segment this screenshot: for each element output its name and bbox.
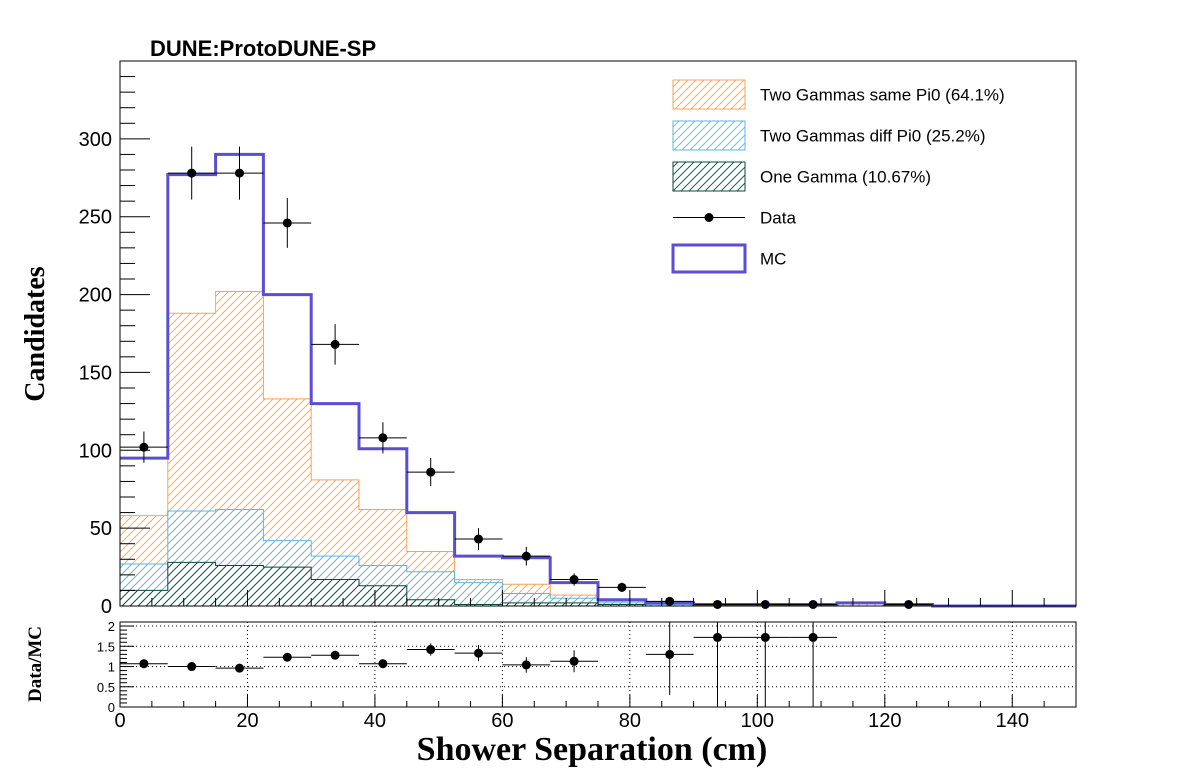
y-tick-label: 150	[79, 362, 112, 384]
ratio-point	[808, 632, 818, 642]
ratio-y-tick-label: 0.5	[97, 680, 115, 695]
data-point	[569, 575, 579, 585]
legend-swatch-mc	[671, 243, 747, 274]
ratio-point	[330, 650, 340, 660]
ratio-y-axis-label: Data/MC	[25, 626, 46, 702]
ratio-point	[474, 648, 483, 658]
chart-title: DUNE:ProtoDUNE-SP	[150, 36, 376, 61]
data-point	[904, 599, 914, 609]
y-axis-label: Candidates	[20, 266, 51, 401]
ratio-y-tick-label: 1	[108, 660, 115, 675]
main-plot: 0 50 100 150 200 250 300	[79, 60, 1077, 618]
data-point	[521, 551, 531, 561]
ratio-y-tick-label: 0	[108, 700, 115, 715]
ratio-plot: 00.511.520 20 40 60 80 100 120 140	[97, 619, 1077, 732]
data-point	[139, 442, 149, 452]
y-tick-label: 250	[79, 207, 112, 229]
data-point	[235, 168, 244, 178]
legend-label: One Gamma (10.67%)	[760, 168, 931, 187]
ratio-point	[665, 649, 675, 659]
x-axis-label: Shower Separation (cm)	[417, 731, 768, 768]
ratio-point	[378, 659, 388, 669]
data-point	[187, 168, 197, 178]
legend-label: Two Gammas same Pi0 (64.1%)	[760, 86, 1005, 105]
legend-label: Two Gammas diff Pi0 (25.2%)	[760, 127, 986, 146]
data-point	[808, 599, 818, 609]
data-point	[760, 599, 770, 609]
x-tick-label: 120	[868, 710, 901, 732]
ratio-point	[426, 645, 436, 655]
ratio-point	[139, 659, 149, 669]
legend-swatch-diff-pi0	[672, 120, 746, 151]
data-point	[665, 596, 675, 606]
legend-label: Data	[760, 209, 796, 228]
data-point	[378, 433, 388, 443]
y-tick-label: 100	[79, 440, 112, 462]
data-point	[617, 582, 627, 592]
data-point	[426, 467, 436, 477]
ratio-y-tick-label: 1.5	[97, 639, 115, 654]
legend: Two Gammas same Pi0 (64.1%) Two Gammas di…	[671, 79, 1005, 274]
ratio-y-tick-label: 2	[108, 619, 115, 634]
ratio-point	[187, 662, 197, 672]
legend-swatch-same-pi0	[672, 79, 746, 110]
x-tick-label: 140	[996, 710, 1029, 732]
y-tick-label: 0	[101, 596, 112, 618]
ratio-frame	[119, 621, 1077, 708]
y-tick-label: 200	[79, 285, 112, 307]
legend-label: MC	[760, 250, 786, 269]
x-tick-label: 80	[619, 710, 641, 732]
y-tick-label: 50	[90, 518, 112, 540]
x-tick-label: 0	[114, 710, 125, 732]
data-point	[282, 218, 292, 228]
x-tick-label: 60	[491, 710, 513, 732]
ratio-point	[235, 663, 244, 673]
ratio-point	[521, 660, 531, 670]
legend-data-marker	[704, 213, 714, 222]
x-tick-label: 100	[741, 710, 774, 732]
x-tick-label: 20	[236, 710, 258, 732]
ratio-point	[713, 632, 722, 642]
data-point	[474, 534, 483, 544]
ratio-point	[282, 652, 292, 662]
ratio-point	[760, 632, 770, 642]
x-tick-label: 40	[364, 710, 386, 732]
ratio-point	[569, 656, 579, 666]
data-point	[330, 339, 340, 349]
legend-swatch-one-gamma	[672, 161, 746, 192]
y-tick-label: 300	[79, 129, 112, 151]
data-point	[713, 599, 722, 609]
